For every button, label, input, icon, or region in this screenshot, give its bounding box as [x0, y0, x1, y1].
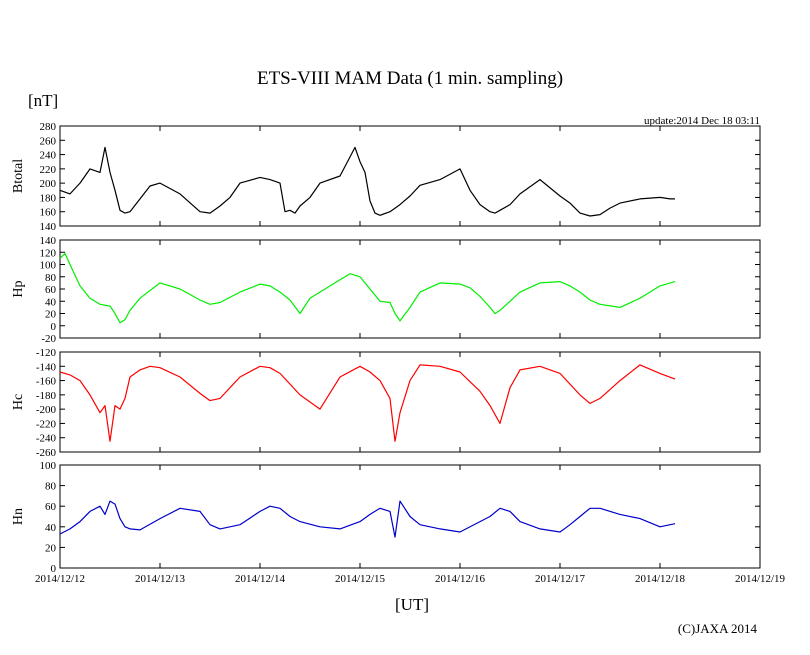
copyright: (C)JAXA 2014	[678, 621, 758, 636]
series-line-btotal	[59, 146, 675, 217]
y-tick-label: 220	[40, 164, 57, 176]
y-tick-label: 60	[45, 284, 57, 296]
x-tick-label: 2014/12/12	[35, 573, 85, 585]
y-tick-label: 40	[45, 296, 57, 308]
y-axis-label: Hp	[11, 280, 26, 297]
y-tick-label: 0	[51, 563, 57, 575]
x-tick-label: 2014/12/15	[335, 573, 386, 585]
y-tick-label: 200	[40, 178, 57, 190]
x-tick-label: 2014/12/16	[435, 573, 486, 585]
y-tick-label: 180	[40, 192, 57, 204]
y-tick-label: -260	[36, 447, 57, 459]
series-line-hp	[59, 252, 676, 324]
update-label: update:2014 Dec 18 03:11	[644, 115, 760, 127]
chart-title: ETS-VIII MAM Data (1 min. sampling)	[257, 68, 563, 89]
y-tick-label: 280	[40, 121, 57, 133]
panel-frame	[59, 464, 761, 569]
y-tick-label: -180	[36, 390, 57, 402]
y-tick-label: 160	[40, 207, 57, 219]
y-tick-label: -240	[36, 433, 57, 445]
y-tick-label: 80	[45, 481, 57, 493]
y-axis-label: Hc	[11, 394, 26, 410]
panel-hc: -260 -240 -220 -200 -180 -160 -140 -120 Hc	[11, 347, 761, 459]
x-tick-label: 2014/12/17	[535, 573, 586, 585]
y-tick-label: 140	[40, 235, 57, 247]
x-axis-ticks: 2014/12/12 2014/12/13 2014/12/14 2014/12/15…	[35, 573, 786, 585]
y-tick-label: 260	[40, 135, 57, 147]
unit-label: [nT]	[28, 91, 58, 110]
y-tick-label: 40	[45, 522, 57, 534]
panels-group: 140160180200220240260280Btotal-200204060…	[11, 121, 761, 575]
y-tick-label: -20	[41, 333, 56, 345]
y-tick-label: 60	[45, 501, 57, 513]
x-tick-label: 2014/12/14	[235, 573, 286, 585]
series-line-hn	[59, 500, 676, 538]
panel-frame	[59, 351, 761, 453]
x-tick-label: 2014/12/19	[735, 573, 786, 585]
y-tick-label: -220	[36, 418, 57, 430]
y-tick-label: -160	[36, 376, 57, 388]
y-tick-label: 240	[40, 150, 57, 162]
x-axis-label: [UT]	[395, 595, 429, 614]
y-tick-label: -200	[36, 404, 57, 416]
y-tick-label: -140	[36, 361, 57, 373]
y-tick-label: 140	[40, 221, 57, 233]
y-tick-label: 100	[40, 260, 57, 272]
y-tick-label: -120	[36, 347, 57, 359]
y-axis-label: Hn	[11, 508, 26, 525]
y-tick-label: 20	[45, 542, 57, 554]
panel-frame	[59, 125, 761, 227]
panel-hn: 0 20 40 60 80 100 Hn	[11, 460, 761, 575]
y-tick-label: 120	[40, 247, 57, 259]
x-tick-label: 2014/12/13	[135, 573, 186, 585]
y-tick-label: 80	[45, 272, 57, 284]
y-axis-label: Btotal	[11, 159, 26, 193]
y-tick-label: 20	[45, 309, 57, 321]
y-tick-label: 100	[40, 460, 57, 472]
y-tick-label: 0	[51, 321, 57, 333]
x-tick-label: 2014/12/18	[635, 573, 686, 585]
panel-btotal: 140 160 180 200 220 240 260 280 Btotal	[11, 121, 761, 233]
series-line-hc	[59, 364, 676, 442]
